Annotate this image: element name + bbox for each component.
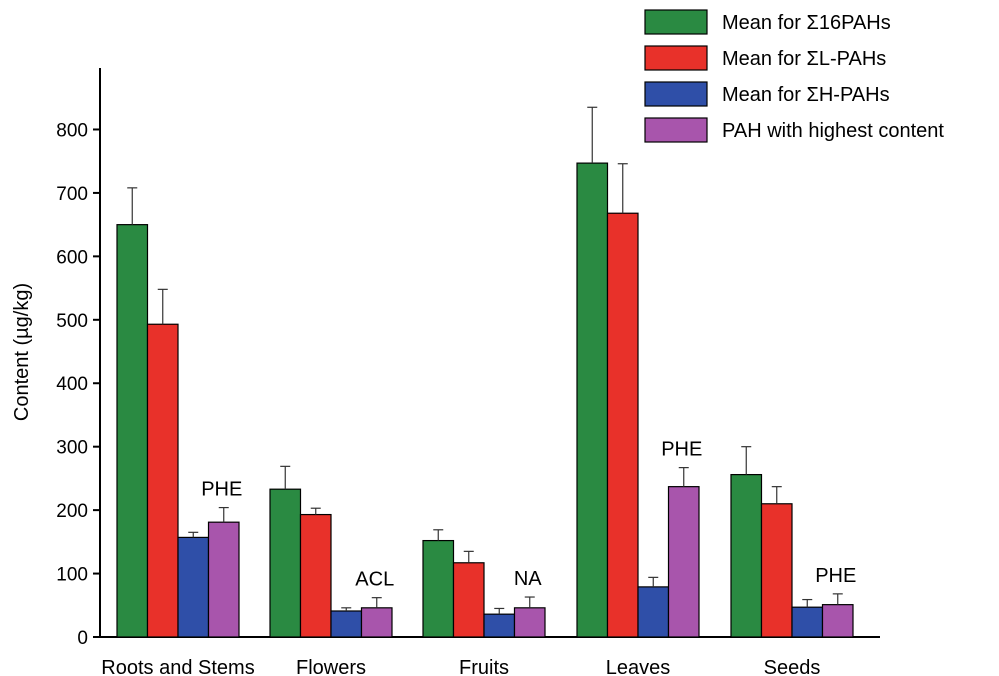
bar <box>667 486 700 638</box>
y-ticks: 0 100 200 300 400 500 600 700 800 <box>56 120 100 649</box>
bar <box>730 473 763 638</box>
bar <box>299 513 332 638</box>
bar <box>452 562 485 638</box>
bar <box>116 224 149 638</box>
error-bars <box>127 106 843 615</box>
bar <box>177 536 210 638</box>
legend-swatch <box>644 117 708 143</box>
annotation-label: PHE <box>661 439 702 461</box>
bar <box>791 606 824 638</box>
annotation-label: ACL <box>355 569 394 591</box>
bar <box>576 162 609 638</box>
y-tick-label: 100 <box>56 565 88 586</box>
category-label: Leaves <box>606 657 671 676</box>
y-tick-label: 800 <box>56 120 88 141</box>
legend-label: Mean for Σ16PAHs <box>722 12 891 34</box>
legend-swatch <box>644 9 708 35</box>
legend-swatch <box>644 81 708 107</box>
bar <box>760 503 793 638</box>
legend-swatch <box>644 45 708 71</box>
bar <box>821 604 854 638</box>
y-tick-label: 500 <box>56 311 88 332</box>
annotation-label: PHE <box>815 565 856 587</box>
y-axis-title: Content (µg/kg) <box>11 283 33 421</box>
bar <box>637 586 670 638</box>
bar <box>606 212 639 638</box>
y-tick-label: 400 <box>56 374 88 395</box>
bar <box>513 607 546 638</box>
bars <box>116 162 854 638</box>
annotation-label: NA <box>514 568 542 590</box>
category-label: Seeds <box>764 657 821 676</box>
y-tick-label: 700 <box>56 184 88 205</box>
bar <box>483 613 516 638</box>
x-labels: Roots and Stems Flowers Fruits Leaves Seeds <box>101 657 820 676</box>
annotations: PHE ACL NA PHE PHE <box>201 439 856 591</box>
y-tick-label: 300 <box>56 438 88 459</box>
annotation-label: PHE <box>201 479 242 501</box>
legend-label: Mean for ΣL-PAHs <box>722 48 886 70</box>
bar <box>422 539 455 638</box>
legend: Mean for Σ16PAHs Mean for ΣL-PAHs Mean for… <box>644 9 944 143</box>
bar <box>330 610 363 638</box>
category-label: Flowers <box>296 657 366 676</box>
y-tick-label: 0 <box>77 628 88 649</box>
legend-label: PAH with highest content <box>722 120 944 142</box>
bar <box>269 488 302 638</box>
bar <box>146 323 179 638</box>
bar <box>360 607 393 638</box>
category-label: Fruits <box>459 657 509 676</box>
y-tick-label: 600 <box>56 247 88 268</box>
y-tick-label: 200 <box>56 501 88 522</box>
legend-label: Mean for ΣH-PAHs <box>722 84 890 106</box>
bar <box>207 521 240 638</box>
category-label: Roots and Stems <box>101 657 254 676</box>
